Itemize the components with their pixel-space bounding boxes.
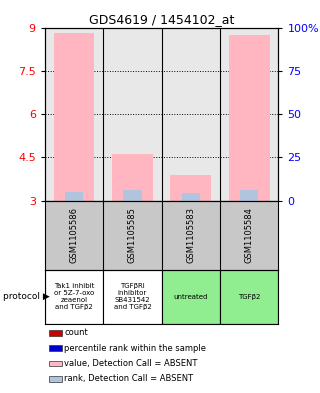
Text: GSM1105585: GSM1105585 — [128, 207, 137, 263]
Text: Tak1 inhibit
or 5Z-7-oxo
zeaenol
and TGFβ2: Tak1 inhibit or 5Z-7-oxo zeaenol and TGF… — [54, 283, 94, 310]
Text: rank, Detection Call = ABSENT: rank, Detection Call = ABSENT — [64, 375, 193, 384]
Bar — [123, 191, 141, 200]
Bar — [240, 191, 258, 200]
Text: GSM1105583: GSM1105583 — [186, 207, 195, 263]
Text: GSM1105584: GSM1105584 — [245, 207, 254, 263]
Text: untreated: untreated — [174, 294, 208, 300]
Bar — [50, 345, 62, 351]
Bar — [103, 270, 162, 323]
Text: TGFβ2: TGFβ2 — [238, 294, 260, 300]
Text: GSM1105586: GSM1105586 — [69, 207, 78, 263]
Bar — [50, 361, 62, 366]
Bar — [170, 174, 211, 200]
Title: GDS4619 / 1454102_at: GDS4619 / 1454102_at — [89, 13, 234, 26]
Bar — [220, 270, 278, 323]
Text: TGFβRI
inhibitor
SB431542
and TGFβ2: TGFβRI inhibitor SB431542 and TGFβ2 — [114, 283, 151, 310]
Bar — [50, 376, 62, 382]
Text: percentile rank within the sample: percentile rank within the sample — [64, 344, 206, 353]
Bar — [53, 33, 94, 200]
Bar — [182, 193, 200, 200]
Text: value, Detection Call = ABSENT: value, Detection Call = ABSENT — [64, 359, 197, 368]
Bar — [50, 330, 62, 336]
Bar — [229, 35, 270, 200]
Bar — [112, 154, 153, 200]
Bar — [65, 192, 83, 200]
Text: protocol ▶: protocol ▶ — [3, 292, 50, 301]
Bar — [162, 270, 220, 323]
Bar — [45, 270, 103, 323]
Text: count: count — [64, 328, 88, 337]
